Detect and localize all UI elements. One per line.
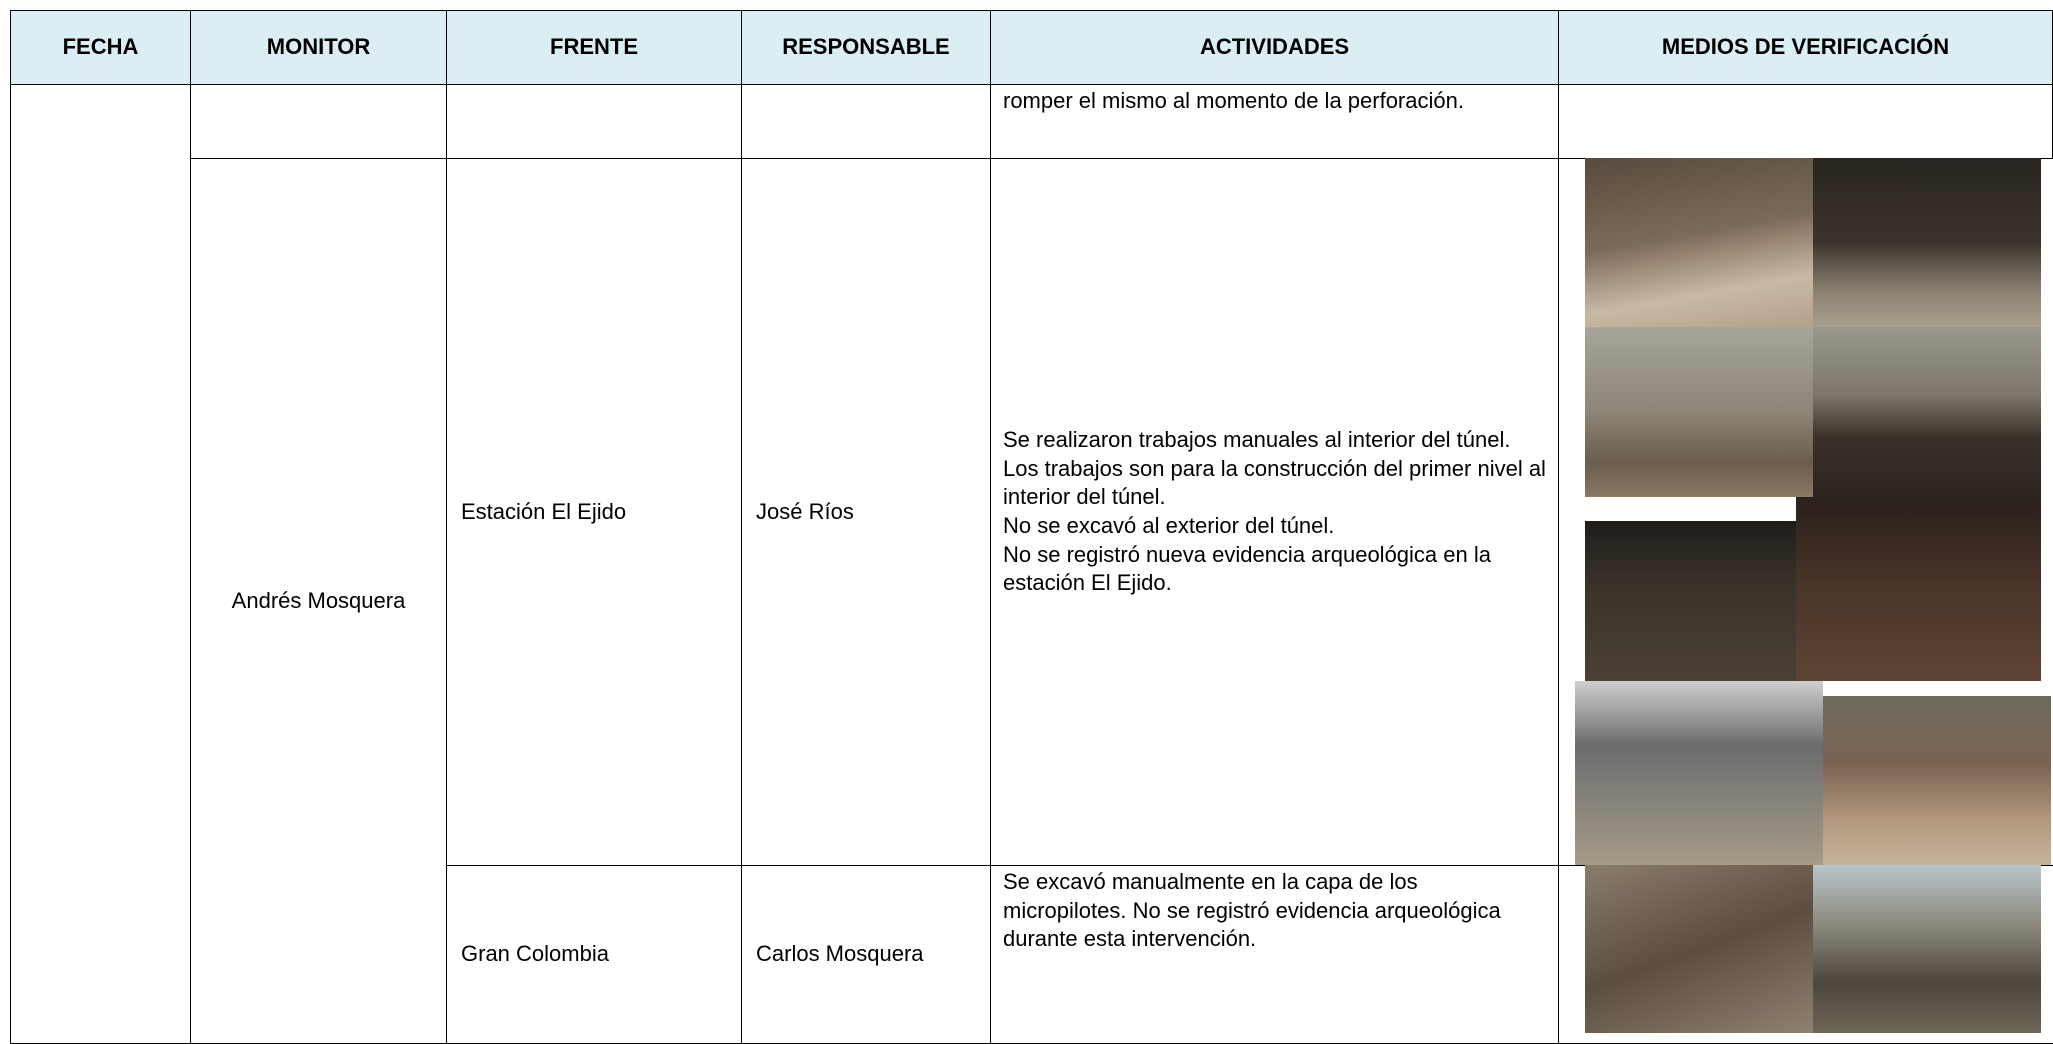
activity-text: Los trabajos son para la construcción de… xyxy=(1003,455,1546,510)
cell xyxy=(190,84,447,159)
header-cell: FECHA xyxy=(10,10,191,85)
photo xyxy=(1585,865,1813,1033)
cell xyxy=(1558,84,2053,159)
activity-text: romper el mismo al momento de la perfora… xyxy=(1003,88,1464,113)
monitor-cell: Andrés Mosquera xyxy=(190,158,447,1044)
frente-text: Estación El Ejido xyxy=(461,498,627,524)
frente-cell: Gran Colombia xyxy=(446,865,742,1044)
frente-cell: Estación El Ejido xyxy=(446,158,742,866)
photo xyxy=(1796,497,2041,681)
monitor-text: Andrés Mosquera xyxy=(231,587,406,613)
photo xyxy=(1823,696,2051,865)
activity-text: No se registró nueva evidencia arqueológ… xyxy=(1003,541,1491,596)
photo xyxy=(1813,327,2041,497)
activities-cell: Se excavó manualmente en la capa de los … xyxy=(990,865,1559,1044)
photo xyxy=(1575,681,1823,865)
header-text: FRENTE xyxy=(550,34,638,60)
photo xyxy=(1813,158,2041,327)
header-text: MONITOR xyxy=(266,34,371,60)
photo xyxy=(1585,521,1796,681)
cell xyxy=(741,84,991,159)
header-text: MEDIOS DE VERIFICACIÓN xyxy=(1661,34,1950,60)
header-text: ACTIVIDADES xyxy=(1199,34,1350,60)
header-cell: MEDIOS DE VERIFICACIÓN xyxy=(1558,10,2053,85)
responsable-text: José Ríos xyxy=(756,498,854,524)
activity-text: Se excavó manualmente en la capa de los … xyxy=(1003,869,1501,952)
activities-cell: romper el mismo al momento de la perfora… xyxy=(990,84,1559,159)
responsable-cell: José Ríos xyxy=(741,158,991,866)
header-text: RESPONSABLE xyxy=(782,34,950,60)
header-cell: ACTIVIDADES xyxy=(990,10,1559,85)
fecha-cell xyxy=(10,84,191,1044)
header-cell: FRENTE xyxy=(446,10,742,85)
activity-text: Se realizaron trabajos manuales al inter… xyxy=(1003,427,1511,453)
photo xyxy=(1585,158,1813,327)
activities-cell: Se realizaron trabajos manuales al inter… xyxy=(990,158,1559,866)
photo xyxy=(1585,327,1813,497)
responsable-text: Carlos Mosquera xyxy=(756,941,924,967)
responsable-cell: Carlos Mosquera xyxy=(741,865,991,1044)
cell xyxy=(446,84,742,159)
activity-text: No se excavó al exterior del túnel. xyxy=(1003,513,1335,538)
header-cell: RESPONSABLE xyxy=(741,10,991,85)
frente-text: Gran Colombia xyxy=(461,941,609,967)
header-cell: MONITOR xyxy=(190,10,447,85)
header-text: FECHA xyxy=(62,34,139,60)
photo xyxy=(1813,865,2041,1033)
